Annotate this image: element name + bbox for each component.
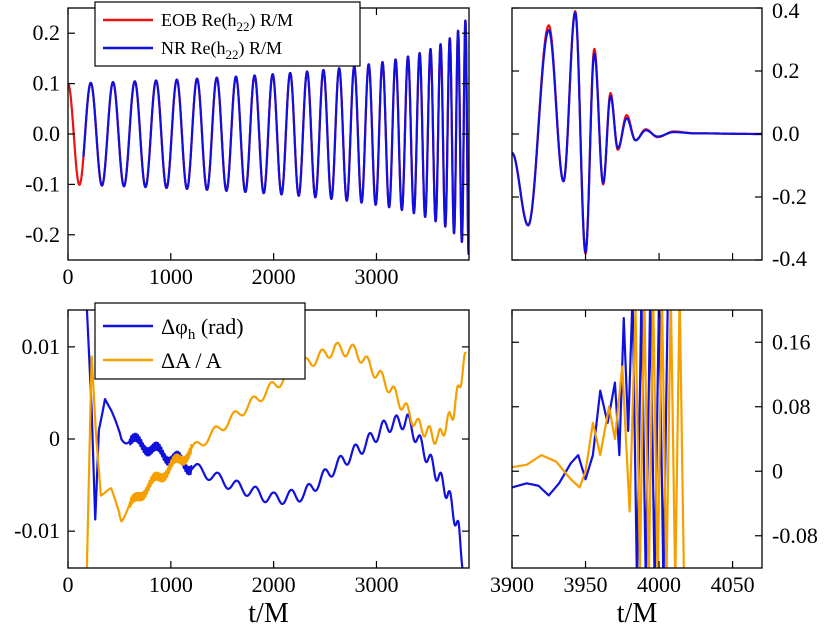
- x-tick-label: 1000: [149, 572, 193, 597]
- legend-label: NR Re(h22) R/M: [161, 38, 282, 62]
- series-line-phase: [85, 310, 464, 568]
- y-tick-label: 0.2: [33, 20, 61, 45]
- y-tick-label: -0.01: [14, 518, 60, 543]
- series-line-nr: [82, 19, 469, 256]
- legend: Δφh (rad) ΔA / A: [94, 302, 306, 380]
- plot-frame: [511, 309, 763, 569]
- panel-bottom-right: -0.08 0 0.08 0.16 3900 3950 4000 4050 t/M: [490, 309, 818, 629]
- y-tick-label: 0.1: [33, 71, 61, 96]
- series-group: [512, 10, 762, 255]
- y-tick-label: -0.08: [772, 523, 818, 548]
- x-tick-label: 4050: [711, 572, 755, 597]
- x-tick-label: 3000: [354, 572, 398, 597]
- panel-top-left: -0.2 -0.1 0.0 0.1 0.2 0 1000 2000 3000 EOB Re(h22…: [25, 1, 470, 289]
- panel-top-right: -0.4 -0.2 0.0 0.2 0.4: [511, 0, 807, 271]
- legend-label: EOB Re(h22) R/M: [161, 10, 293, 34]
- x-axis-label: t/M: [248, 598, 289, 629]
- y-tick-label: 0.4: [772, 0, 800, 23]
- legend-box: [94, 1, 361, 67]
- series-group: [68, 19, 469, 256]
- y-tick-label: 0.0: [772, 121, 800, 146]
- x-tick-label: 2000: [252, 572, 296, 597]
- series-line-eob: [512, 10, 762, 255]
- y-tick-label: 0.08: [772, 394, 811, 419]
- x-tick-label: 1000: [149, 264, 193, 289]
- legend: EOB Re(h22) R/M NR Re(h22) R/M: [94, 1, 361, 67]
- legend-box: [94, 302, 306, 380]
- y-tick-label: 0.01: [22, 334, 61, 359]
- y-tick-label: -0.4: [772, 246, 807, 271]
- x-tick-label: 3900: [490, 572, 534, 597]
- series-line-amp: [512, 310, 685, 568]
- x-axis-label: t/M: [617, 598, 658, 629]
- y-tick-label: 0: [772, 458, 783, 483]
- y-tick-label: 0.16: [772, 329, 811, 354]
- y-tick-label: 0.2: [772, 58, 800, 83]
- x-tick-label: 2000: [252, 264, 296, 289]
- x-tick-label: 0: [63, 572, 74, 597]
- x-tick-label: 3000: [354, 264, 398, 289]
- y-tick-label: 0: [49, 426, 60, 451]
- series-line-nr: [512, 11, 762, 254]
- series-group: [512, 310, 685, 568]
- series-group: [85, 310, 467, 568]
- y-tick-label: -0.1: [25, 171, 60, 196]
- y-tick-label: 0.0: [33, 121, 61, 146]
- legend-label: Δφh (rad): [161, 314, 244, 343]
- y-tick-label: -0.2: [772, 184, 807, 209]
- series-line-amp: [85, 341, 467, 568]
- x-tick-label: 3950: [564, 572, 608, 597]
- y-tick-label: -0.2: [25, 222, 60, 247]
- legend-label: ΔA / A: [161, 348, 222, 373]
- panel-bottom-left: -0.01 0 0.01 0 1000 2000 3000 t/M Δφh (rad) ΔA / …: [14, 302, 470, 629]
- x-tick-label: 4000: [637, 572, 681, 597]
- x-tick-label: 0: [63, 264, 74, 289]
